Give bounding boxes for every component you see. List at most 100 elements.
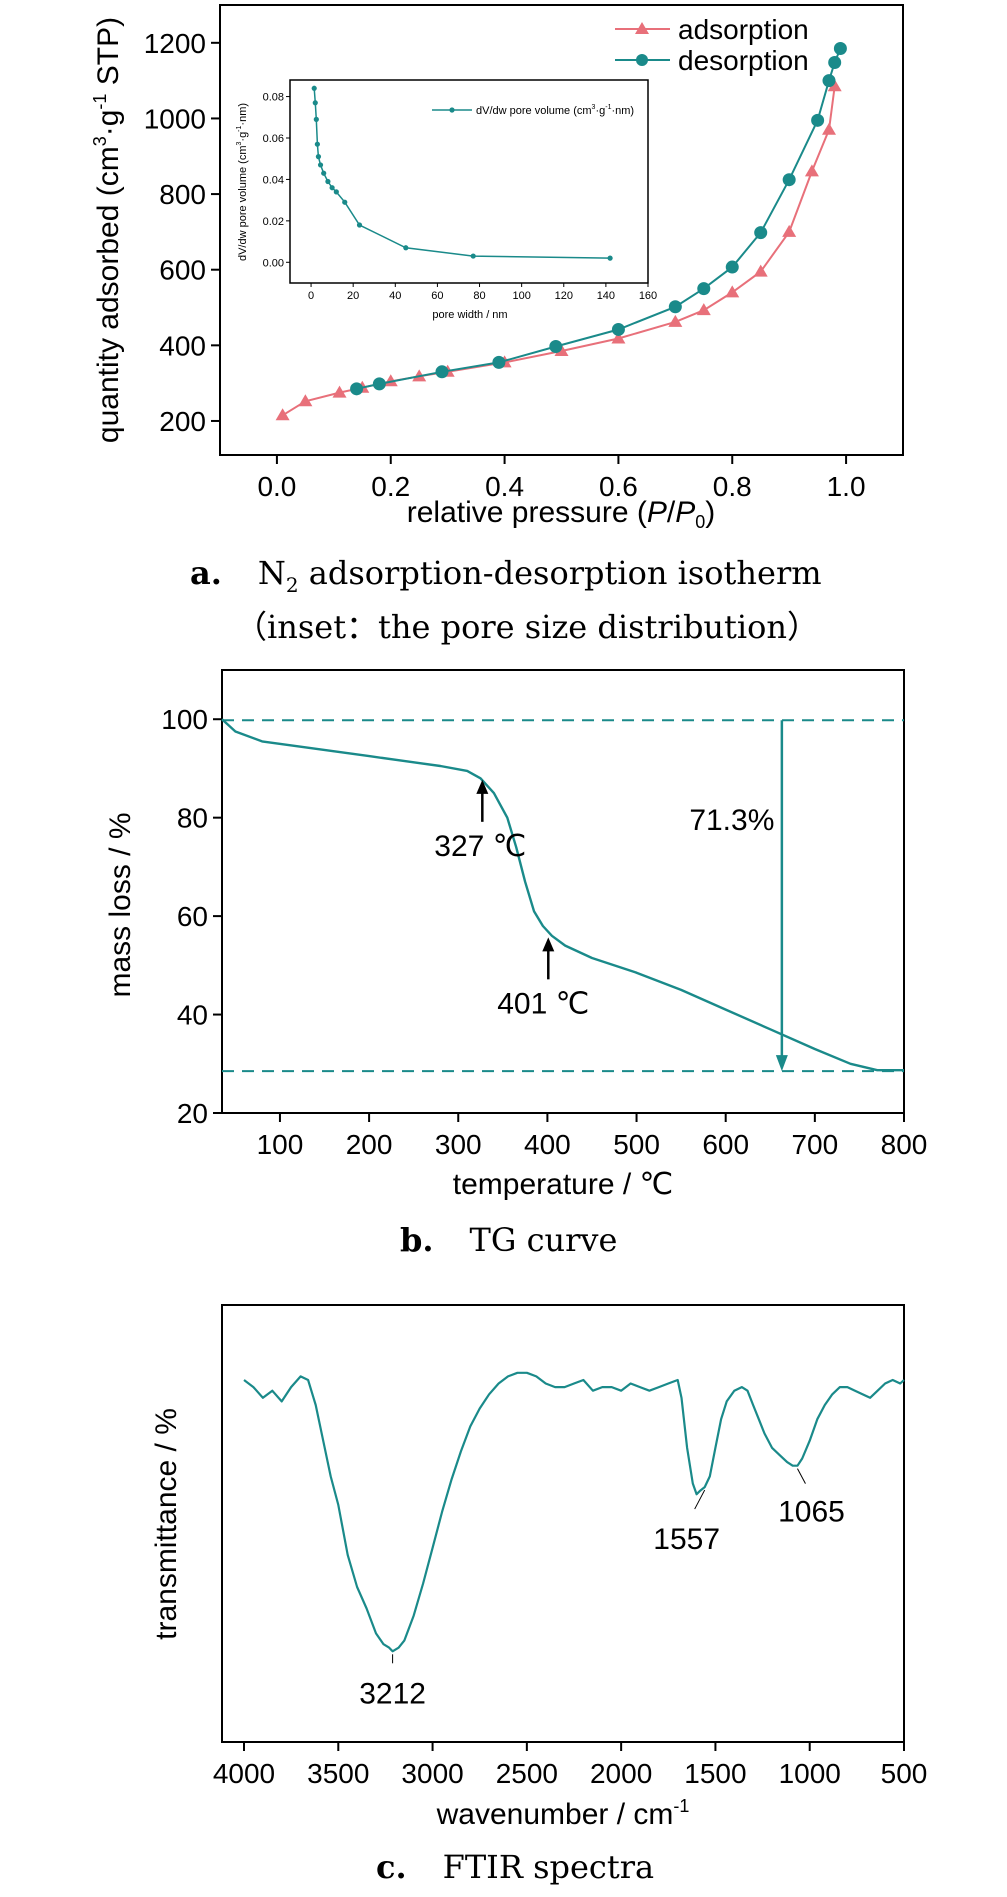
x-tick-label: 500 [613, 1129, 660, 1160]
inset-y-axis-label: dV/dw pore volume (cm3·g-1·nm) [236, 103, 249, 261]
x-tick-label: 2500 [496, 1758, 558, 1789]
data-point-desorption [782, 173, 796, 187]
arrow-327-head [476, 779, 489, 794]
x-tick-label: 4000 [213, 1758, 275, 1789]
inset-legend-marker [449, 107, 455, 113]
inset-x-tick-label: 160 [639, 290, 657, 302]
panel-b-y-axis-label: mass loss / % [104, 812, 137, 997]
y-label-part: 3 [90, 136, 110, 146]
data-point-desorption [811, 113, 825, 127]
data-point-desorption [828, 55, 842, 69]
data-point-desorption [549, 339, 563, 353]
data-point-adsorption [611, 331, 626, 344]
panel-b-caption: b. TG curve [400, 1221, 617, 1259]
y-label-part: ·g [92, 110, 125, 137]
data-point-desorption [435, 365, 449, 379]
inset-y-tick-label: 0.00 [263, 257, 284, 269]
x-tick-label: 300 [435, 1129, 482, 1160]
panel-a-y-axis: 200 400 600 800 1000 1200 [144, 28, 220, 437]
panel-b-x-axis-label: temperature / ℃ [453, 1168, 673, 1201]
y-tick-label: 40 [177, 1000, 208, 1031]
inset-y-tick-label: 0.08 [263, 92, 284, 104]
tg-curve-line [221, 718, 904, 1072]
x-label-part: P [675, 496, 695, 529]
inset-legend: dV/dw pore volume (cm3·g-1·nm) [432, 104, 634, 117]
inset-data-point [311, 85, 317, 91]
inset-data-point [403, 245, 409, 251]
inset-x-tick-label: 60 [431, 290, 443, 302]
y-tick-label: 100 [161, 704, 208, 735]
panel-a-inset-chart: 0 20 40 60 80 100 120 140 160 0.000.020.040.060.… [236, 78, 657, 321]
panel-a-plot-frame [219, 4, 904, 456]
legend-label-desorption: desorption [678, 45, 809, 76]
inset-y-label-part: 3 [236, 141, 243, 145]
data-point-adsorption [827, 79, 842, 92]
panel-c-x-axis: 4000 3500 3000 2500 2000 1500 1000 500 [213, 1742, 927, 1789]
caption-part: adsorption-desorption isotherm [299, 554, 822, 592]
inset-y-label-part: -1 [236, 125, 243, 131]
inset-x-axis-label: pore width / nm [432, 309, 507, 321]
legend-item-adsorption: adsorption [615, 14, 809, 45]
x-tick-label: 0.6 [599, 471, 638, 502]
inset-plot-frame [289, 79, 649, 284]
panel-c-caption: c. FTIR spectra [376, 1848, 654, 1886]
data-point-adsorption [725, 285, 740, 298]
y-tick-label: 600 [159, 255, 206, 286]
inset-data-point [312, 100, 318, 106]
x-label-part: ) [705, 496, 715, 529]
caption-letter-b: b. [400, 1221, 434, 1259]
inset-x-tick-label: 80 [473, 290, 485, 302]
inset-y-label-part: dV/dw pore volume (cm [237, 145, 249, 261]
y-label-part: STP) [92, 17, 125, 94]
inset-data-point [321, 170, 327, 176]
caption-text-c: FTIR spectra [443, 1848, 654, 1886]
inset-data-point [607, 255, 613, 261]
data-point-desorption [350, 382, 364, 396]
legend-label-adsorption: adsorption [678, 14, 809, 45]
x-tick-label: 0.2 [371, 471, 410, 502]
inset-background [282, 78, 650, 288]
y-tick-label: 400 [159, 330, 206, 361]
panel-b-x-axis: 100 200 300 400 500 600 700 800 [257, 1113, 927, 1160]
data-point-adsorption [822, 122, 837, 135]
inset-y-tick-label: 0.06 [263, 133, 284, 145]
panel-a-y-axis-label: quantity adsorbed (cm3·g-1 STP) [90, 17, 125, 443]
x-tick-label: 200 [346, 1129, 393, 1160]
inset-legend-part: dV/dw pore volume (cm [476, 105, 592, 117]
y-label-part: -1 [90, 94, 110, 110]
panel-b-series [221, 718, 904, 1072]
peak-leader-1065 [797, 1468, 806, 1484]
panel-a-isotherm-chart: 0.0 0.2 0.4 0.6 0.8 1.0 20040060080010001200 … [90, 4, 904, 646]
inset-series [311, 85, 613, 261]
peak-label-1557: 1557 [653, 1523, 720, 1556]
c-x-label-part: -1 [673, 1796, 689, 1816]
inset-legend-part: 3 [592, 104, 596, 111]
panel-a-x-axis-label: relative pressure (P/P0) [407, 496, 715, 532]
data-point-desorption [492, 355, 506, 369]
annotation-mass-loss: 71.3% [689, 804, 774, 837]
inset-y-label-part: ·g [237, 132, 249, 142]
x-label-part: / [667, 496, 676, 529]
x-tick-label: 1.0 [827, 471, 866, 502]
data-point-adsorption [668, 314, 683, 327]
annotation-327: 327 ℃ [434, 830, 526, 863]
x-label-part: P [647, 496, 667, 529]
panel-c-annotations: 3212 1557 1065 [359, 1468, 845, 1710]
caption-part: 2 [286, 573, 299, 597]
inset-x-tick-label: 0 [308, 290, 314, 302]
mass-loss-arrow-head [775, 1055, 788, 1072]
data-point-adsorption [782, 224, 797, 237]
x-tick-label: 100 [257, 1129, 304, 1160]
panel-a-caption: a. N2 adsorption-desorption isotherm [190, 554, 822, 597]
y-tick-label: 1200 [144, 28, 206, 59]
x-tick-label: 400 [524, 1129, 571, 1160]
inset-y-tick-label: 0.04 [263, 174, 284, 186]
x-tick-label: 0.8 [713, 471, 752, 502]
panel-c-ftir-chart: 4000 3500 3000 2500 2000 1500 1000 500 3212 1557… [150, 1304, 927, 1886]
x-tick-label: 2000 [590, 1758, 652, 1789]
annotation-401: 401 ℃ [497, 987, 589, 1020]
y-tick-label: 200 [159, 406, 206, 437]
x-tick-label: 1000 [779, 1758, 841, 1789]
peak-leader-1557 [694, 1489, 706, 1510]
inset-data-point [470, 253, 476, 259]
